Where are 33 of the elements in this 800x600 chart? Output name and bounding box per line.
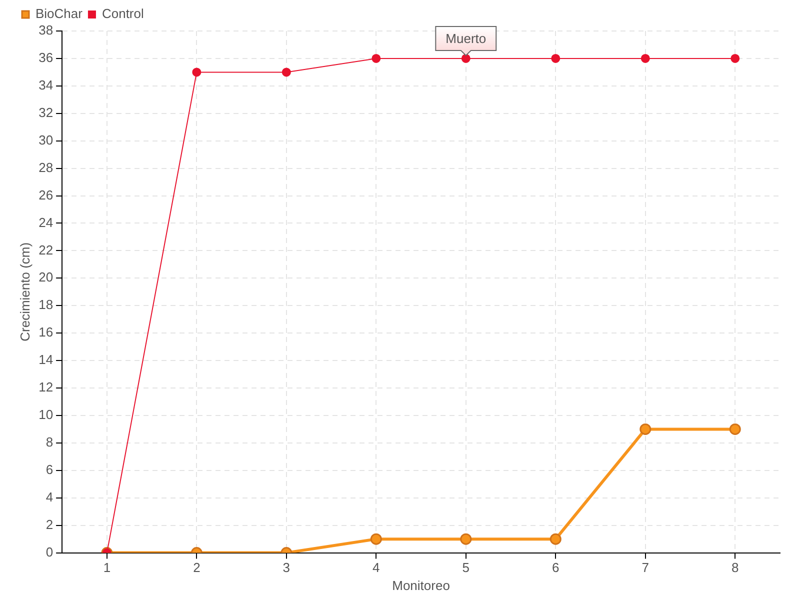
x-tick-label: 5 xyxy=(462,560,470,576)
y-tick-label: 6 xyxy=(46,462,54,477)
annotation: Muerto xyxy=(446,31,486,46)
y-tick-label: 20 xyxy=(38,270,54,285)
y-tick-label: 30 xyxy=(38,132,54,148)
y-tick-label: 0 xyxy=(46,544,54,560)
y-tick-label: 38 xyxy=(38,22,54,38)
y-tick-label: 2 xyxy=(46,516,54,532)
y-tick-label: 10 xyxy=(38,407,54,422)
y-tick-label: 14 xyxy=(38,352,54,368)
x-tick-label: 7 xyxy=(642,560,650,576)
y-tick-label: 24 xyxy=(38,214,54,230)
y-axis-title: Crecimiento (cm) xyxy=(17,242,32,342)
y-tick-label: 18 xyxy=(38,297,54,312)
y-tick-label: 12 xyxy=(38,380,54,395)
y-tick-label: 16 xyxy=(38,324,54,340)
legend-label: BioChar xyxy=(36,6,84,22)
x-tick-label: 6 xyxy=(552,560,560,576)
y-tick-label: 36 xyxy=(38,50,54,66)
x-tick-label: 2 xyxy=(193,560,200,576)
y-tick-label: 34 xyxy=(38,78,54,93)
x-tick-label: 8 xyxy=(732,560,739,576)
x-tick-label: 4 xyxy=(372,560,380,576)
y-tick-label: 22 xyxy=(38,242,54,258)
x-axis-title: Monitoreo xyxy=(392,578,450,593)
y-tick-label: 28 xyxy=(38,160,54,175)
y-tick-label: 26 xyxy=(38,187,54,202)
x-tick-label: 3 xyxy=(282,560,290,576)
x-tick-label: 1 xyxy=(103,560,111,576)
y-tick-label: 4 xyxy=(46,489,54,504)
y-tick-label: 32 xyxy=(38,104,54,120)
y-tick-label: 8 xyxy=(46,434,54,450)
legend-label: Control xyxy=(102,6,144,22)
